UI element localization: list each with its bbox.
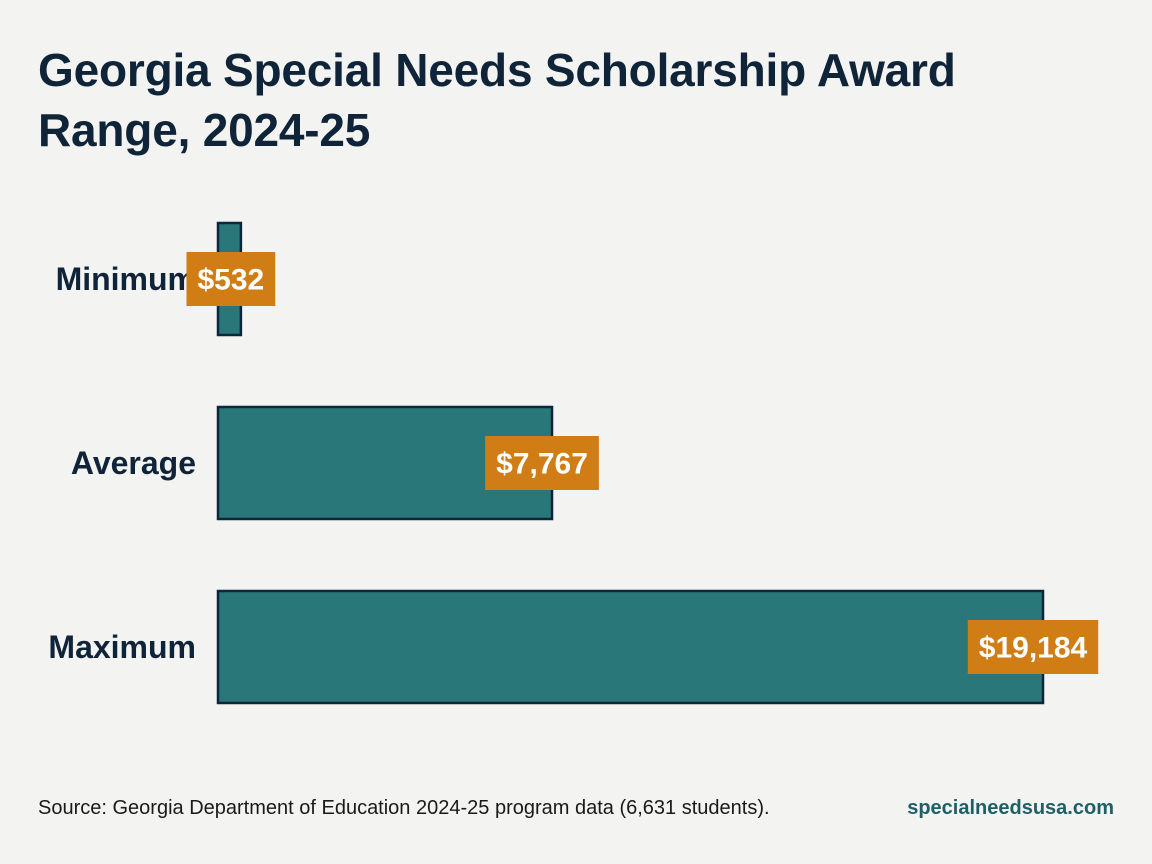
site-link[interactable]: specialneedsusa.com xyxy=(907,797,1114,819)
value-label-box xyxy=(967,620,1099,674)
value-label: $7,767 xyxy=(496,448,588,481)
value-label: $19,184 xyxy=(979,632,1088,665)
category-label: Maximum xyxy=(48,629,196,665)
value-label-box xyxy=(485,436,599,490)
value-label: $532 xyxy=(198,264,265,297)
value-label-box xyxy=(186,252,276,306)
bar-maximum xyxy=(216,589,1045,705)
source-note: Source: Georgia Department of Education … xyxy=(38,797,770,819)
category-label: Minimum xyxy=(56,261,196,297)
category-label: Average xyxy=(71,445,196,481)
chart-title: Georgia Special Needs Scholarship Award … xyxy=(38,44,956,156)
